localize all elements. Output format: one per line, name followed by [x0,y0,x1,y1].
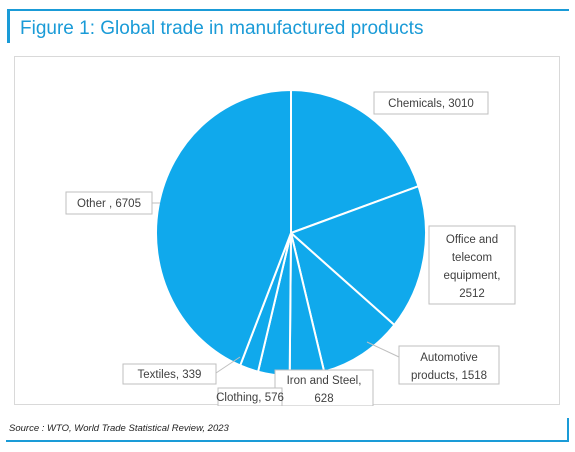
data-label-box [122,363,217,385]
leader-line-textiles [215,356,241,374]
data-label-box [428,225,516,305]
pie-slice-other [155,88,292,367]
chart-frame: Chemicals, 3010 Office and telecom equipmen… [14,56,560,406]
data-label-box [398,345,500,385]
data-label-text: Office and [446,234,498,246]
pie-slice-office-and-telecom-equipment [289,184,427,327]
data-label-clothing: Clothing, 576 [216,387,284,406]
data-label-text: Textiles, 339 [138,369,202,381]
data-label-text: Iron and Steel, [287,375,362,387]
data-label-box [217,387,283,406]
bottom-rule [6,418,569,442]
data-label-office-and-telecom-equipment: Office and telecom equipment, 2512 [428,225,516,305]
slices-layer [155,88,427,378]
data-label-text: Automotive [420,352,478,364]
data-label-text: Clothing, 576 [216,392,284,404]
data-label-text: equipment, [444,270,501,282]
data-label-automotive-products: Automotive products, 1518 [398,345,500,385]
data-label-text: Chemicals, 3010 [388,98,474,110]
data-label-chemicals: Chemicals, 3010 [373,91,489,115]
figure-title: Figure 1: Global trade in manufactured p… [20,18,424,39]
data-label-text: products, 1518 [411,370,487,382]
data-label-text: Other , 6705 [77,198,141,210]
data-label-text: 628 [314,393,333,405]
data-label-box [65,191,153,215]
labels-layer: Chemicals, 3010 Office and telecom equipmen… [65,91,516,406]
data-label-textiles: Textiles, 339 [122,363,217,385]
pie-chart: Chemicals, 3010 Office and telecom equipmen… [65,88,516,406]
data-label-other: Other , 6705 [65,191,153,215]
data-label-text: 2512 [459,288,485,300]
source-note: Source : WTO, World Trade Statistical Re… [9,423,229,434]
data-label-text: telecom [452,252,492,264]
title-bar: Figure 1: Global trade in manufactured p… [7,9,569,43]
leader-line-automotive-products [366,341,400,358]
data-label-iron-and-steel: Iron and Steel, 628 [274,369,374,406]
data-label-box [373,91,489,115]
